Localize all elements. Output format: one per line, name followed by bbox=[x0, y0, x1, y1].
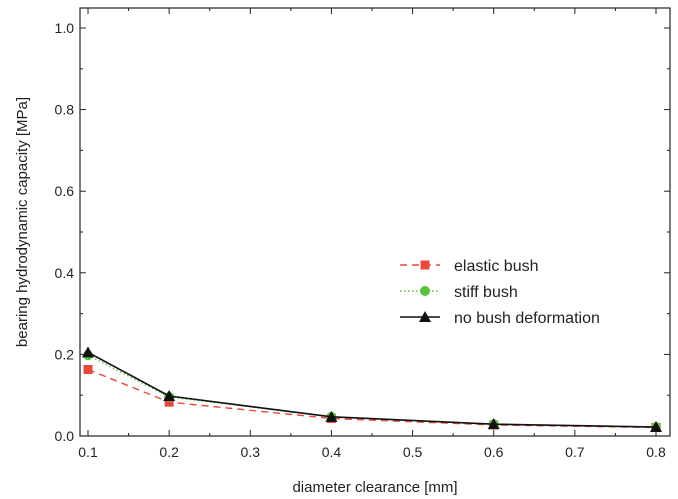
x-tick-label: 0.5 bbox=[403, 444, 423, 460]
y-axis: 0.0 0.2 0.4 0.6 0.8 1.0 bbox=[55, 20, 670, 444]
x-tick-label: 0.7 bbox=[565, 444, 585, 460]
y-tick-label: 0.0 bbox=[55, 428, 75, 444]
legend-entry: no bush deformation bbox=[400, 310, 600, 327]
legend-entry: elastic bush bbox=[400, 258, 539, 275]
data-point bbox=[82, 346, 94, 358]
data-point bbox=[163, 390, 176, 402]
legend: elastic bush stiff bush no bush deformatio… bbox=[400, 258, 600, 327]
x-axis-label: diameter clearance [mm] bbox=[292, 479, 457, 496]
legend-entry: stiff bush bbox=[400, 284, 518, 301]
x-tick-label: 0.6 bbox=[484, 444, 504, 460]
series-line bbox=[87, 351, 657, 428]
series-line bbox=[87, 354, 657, 428]
data-point bbox=[83, 364, 93, 374]
y-tick-label: 0.8 bbox=[55, 102, 75, 118]
data-point bbox=[650, 421, 662, 433]
legend-marker bbox=[419, 311, 431, 322]
x-tick-label: 0.3 bbox=[241, 444, 261, 460]
x-tick-label: 0.4 bbox=[322, 444, 342, 460]
y-tick-label: 0.2 bbox=[55, 346, 75, 362]
data-point bbox=[325, 410, 338, 422]
series-2 bbox=[82, 346, 662, 433]
x-tick-label: 0.8 bbox=[646, 444, 666, 460]
y-tick-label: 1.0 bbox=[55, 20, 75, 36]
plot-frame bbox=[79, 7, 671, 437]
legend-label: no bush deformation bbox=[454, 310, 600, 327]
x-tick-label: 0.1 bbox=[78, 444, 98, 460]
legend-marker bbox=[420, 286, 430, 296]
y-tick-label: 0.6 bbox=[55, 183, 75, 199]
data-point bbox=[164, 397, 174, 407]
x-axis: 0.1 0.2 0.3 0.4 0.5 0.6 0.7 0.8 bbox=[78, 8, 666, 460]
data-point bbox=[487, 418, 500, 430]
series-layer bbox=[82, 346, 662, 433]
legend-marker bbox=[420, 260, 430, 270]
legend-label: elastic bush bbox=[454, 258, 539, 275]
y-axis-label: bearing hydrodynamic capacity [MPa] bbox=[14, 97, 31, 347]
y-tick-label: 0.4 bbox=[55, 265, 75, 281]
x-tick-label: 0.2 bbox=[159, 444, 179, 460]
legend-label: stiff bush bbox=[454, 284, 518, 301]
